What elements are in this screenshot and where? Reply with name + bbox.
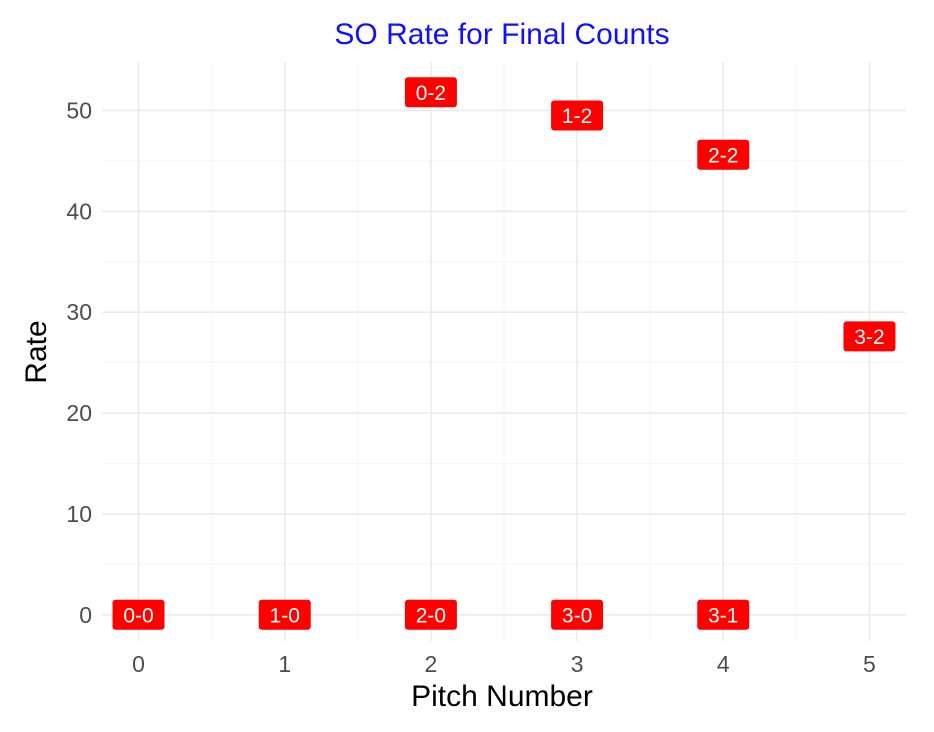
- y-tick-label: 30: [66, 299, 92, 325]
- point-label-text: 3-2: [854, 326, 884, 349]
- x-tick-label: 5: [863, 651, 876, 677]
- point-label: 0-0: [112, 599, 165, 630]
- major-grid: [102, 62, 906, 641]
- chart-title: SO Rate for Final Counts: [334, 18, 669, 51]
- point-label-box: [843, 321, 896, 352]
- point-label-text: 1-2: [562, 105, 592, 128]
- point-label-box: [404, 599, 457, 630]
- point-label-box: [258, 599, 311, 630]
- point-label: 0-2: [404, 77, 457, 108]
- y-axis-title: Rate: [20, 320, 53, 383]
- point-label-text: 2-2: [708, 144, 738, 167]
- point-label: 2-0: [404, 599, 457, 630]
- data-labels: 0-0 1-0 2-0 0-2 3-0 1-2 3-1 2-2 3-2: [112, 77, 896, 630]
- point-label-box: [697, 599, 750, 630]
- y-axis-ticks: 0 10 20 30 40 50: [66, 97, 92, 627]
- point-label: 2-2: [697, 139, 750, 170]
- point-label-box: [551, 100, 604, 131]
- y-tick-label: 0: [79, 602, 92, 628]
- point-label-text: 1-0: [270, 604, 300, 627]
- point-label-box: [551, 599, 604, 630]
- y-tick-label: 10: [66, 501, 92, 527]
- point-label-box: [404, 77, 457, 108]
- point-label-text: 2-0: [416, 604, 446, 627]
- point-label: 3-2: [843, 321, 896, 352]
- y-tick-label: 40: [66, 198, 92, 224]
- x-axis-ticks: 0 1 2 3 4 5: [132, 651, 876, 677]
- y-tick-label: 50: [66, 97, 92, 123]
- x-axis-title: Pitch Number: [411, 680, 593, 713]
- minor-grid: [102, 62, 906, 641]
- point-label: 1-0: [258, 599, 311, 630]
- point-label: 3-0: [551, 599, 604, 630]
- point-label-text: 0-2: [416, 82, 446, 105]
- x-tick-label: 2: [425, 651, 438, 677]
- point-label: 1-2: [551, 100, 604, 131]
- point-label-text: 3-1: [708, 604, 738, 627]
- point-label-text: 3-0: [562, 604, 592, 627]
- point-label-text: 0-0: [123, 604, 153, 627]
- x-tick-label: 3: [571, 651, 584, 677]
- x-tick-label: 0: [132, 651, 145, 677]
- y-tick-label: 20: [66, 400, 92, 426]
- point-label: 3-1: [697, 599, 750, 630]
- point-label-box: [697, 139, 750, 170]
- x-tick-label: 4: [717, 651, 730, 677]
- x-tick-label: 1: [278, 651, 291, 677]
- point-label-box: [112, 599, 165, 630]
